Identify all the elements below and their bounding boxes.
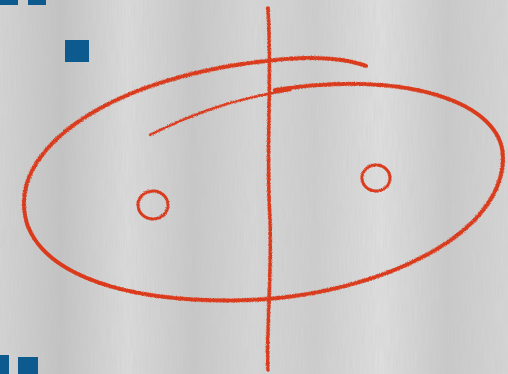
- blue-square: [18, 357, 38, 374]
- blue-square: [0, 355, 9, 374]
- drawing: [21, 6, 506, 372]
- blue-square: [65, 40, 89, 62]
- blue-squares: [0, 0, 89, 374]
- inner-stroke: [148, 88, 292, 137]
- vertical-stroke: [265, 6, 273, 372]
- blue-square: [28, 0, 46, 5]
- blue-square: [0, 0, 18, 5]
- left-eye: [136, 189, 170, 221]
- oval: [21, 55, 506, 303]
- right-eye: [360, 163, 392, 193]
